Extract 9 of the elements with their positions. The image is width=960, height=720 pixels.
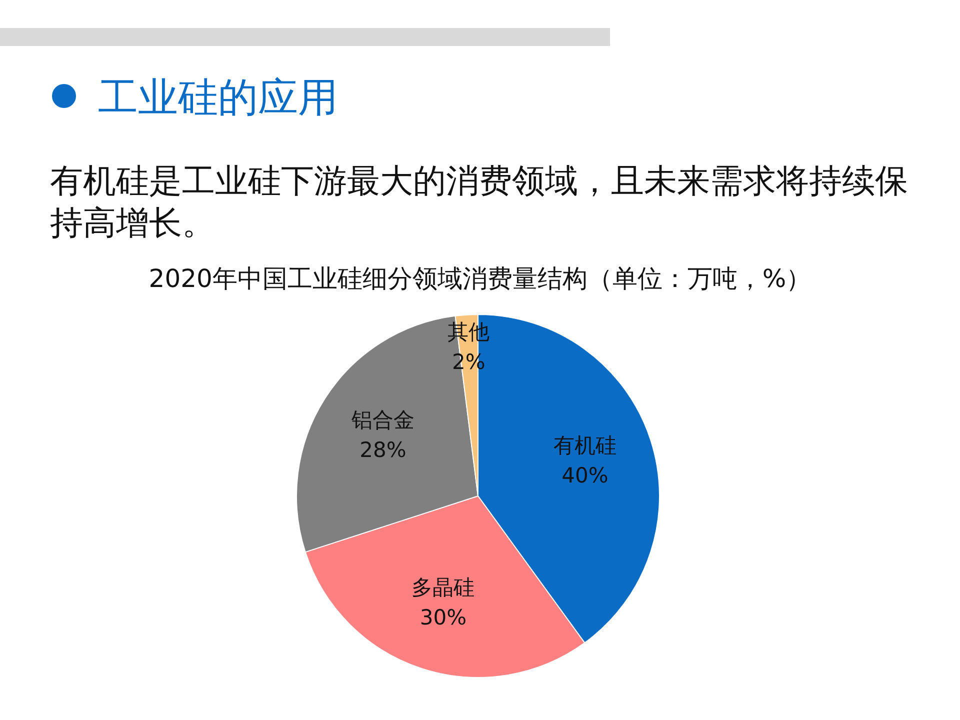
slice-label: 有机硅 [554, 434, 617, 458]
chart-title: 2020年中国工业硅细分领域消费量结构（单位：万吨，%） [148, 263, 812, 295]
data-label: 40% [562, 464, 608, 488]
slice-label: 铝合金 [350, 408, 414, 432]
text: 工业硅的应用 [98, 74, 338, 123]
slice-label: 多晶硅 [412, 575, 475, 600]
text: 有机硅是工业硅下游最大的消费领域，且未来需求将持续保持高增长。 [50, 160, 909, 244]
data-label: 30% [420, 605, 467, 630]
data-label: 28% [360, 438, 406, 462]
